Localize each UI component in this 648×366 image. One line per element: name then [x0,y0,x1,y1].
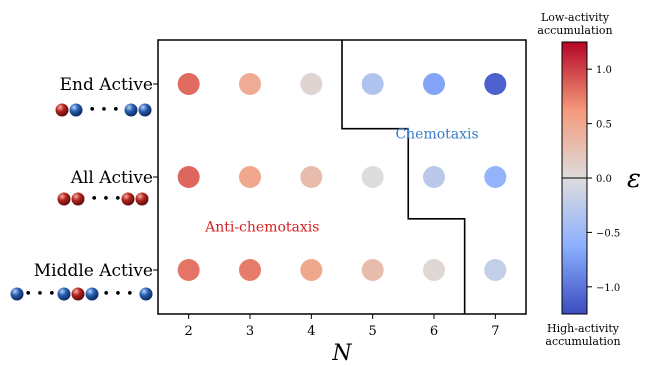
data-point [239,166,261,188]
row-label: End Active [60,75,153,95]
data-point [423,259,445,281]
colorbar-tick-label: 0.0 [596,174,612,185]
chain-ellipsis: • • • [90,192,121,207]
passive-bead-icon [124,103,138,117]
data-point [361,73,384,95]
data-point [361,166,384,188]
chain-ellipsis: • • • [102,287,133,302]
active-bead-icon [55,103,69,117]
x-tick-label: 3 [246,324,254,339]
colorbar-tick-label: −1.0 [596,283,620,294]
colorbar-top-caption-line2: accumulation [537,24,612,37]
data-point [177,259,200,281]
active-bead-icon [135,192,149,206]
data-point [300,73,323,95]
data-point [423,73,445,95]
data-point [239,259,261,281]
region-label: Chemotaxis [395,126,478,142]
passive-bead-icon [85,287,99,301]
colorbar-top-caption-line1: Low-activity [541,11,610,24]
passive-bead-icon [10,287,24,301]
x-tick-label: 2 [185,324,193,339]
passive-bead-icon [139,287,153,301]
active-bead-icon [57,192,71,206]
colorbar-bottom-caption-line1: High-activity [547,322,620,335]
active-bead-icon [121,192,135,206]
row-label: Middle Active [34,261,153,281]
data-point [239,73,261,95]
colorbar-tick-label: 1.0 [596,65,612,76]
colorbar-label: ε [627,164,641,194]
data-point [177,73,200,95]
row-label: All Active [70,168,153,188]
x-axis-label: N [331,341,352,366]
data-point [423,166,445,188]
data-point [484,259,507,281]
colorbar-tick-label: 0.5 [596,120,612,131]
phase-boundary-line [341,40,466,314]
passive-bead-icon [138,103,152,117]
x-tick-label: 5 [369,324,377,339]
active-bead-icon [71,287,85,301]
region-label: Anti-chemotaxis [204,219,319,235]
data-point [300,166,323,188]
passive-bead-icon [57,287,71,301]
active-bead-icon [71,192,85,206]
chain-ellipsis: • • • [24,287,55,302]
data-point [484,73,507,95]
data-point [177,166,200,188]
x-tick-label: 6 [430,324,438,339]
colorbar-bottom-caption-line2: accumulation [545,335,620,348]
x-tick-label: 7 [491,324,499,339]
chain-ellipsis: • • • [88,103,119,118]
data-point [300,259,323,281]
data-point [361,259,384,281]
passive-bead-icon [69,103,83,117]
x-tick-label: 4 [307,324,315,339]
data-point [484,166,507,188]
colorbar-tick-label: −0.5 [596,228,620,239]
